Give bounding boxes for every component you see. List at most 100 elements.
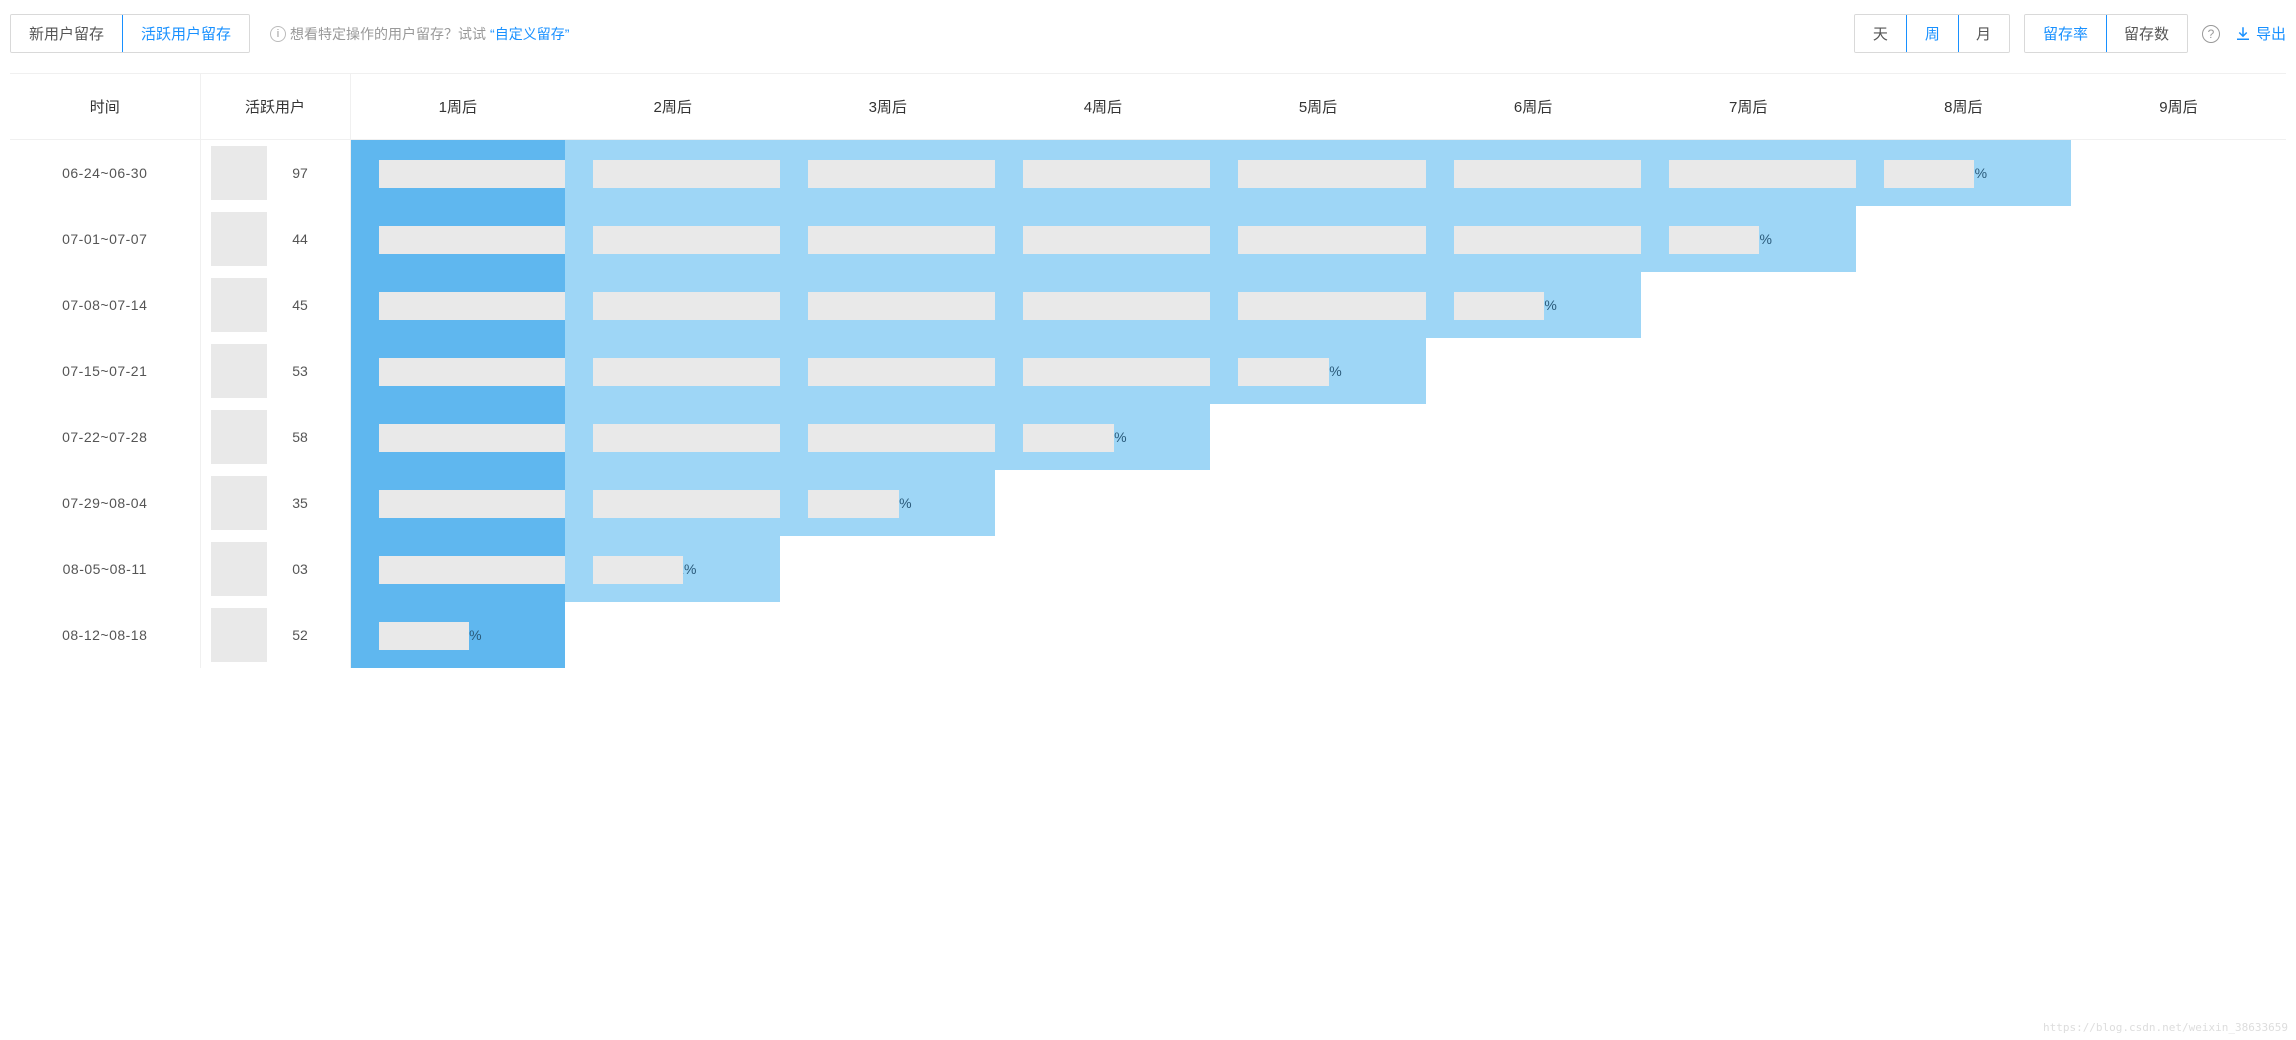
col-header-week-2: 2周后 (565, 74, 780, 140)
retention-cell: 57.61% (565, 536, 780, 602)
active-users-value: 97 (242, 165, 308, 181)
time-cell: 07-22~07-28 (10, 404, 200, 470)
redaction-mask (1669, 226, 1759, 254)
empty-cell (1856, 338, 2071, 404)
col-header-week-9: 9周后 (2071, 74, 2286, 140)
retention-cell: 47.31% (995, 206, 1210, 272)
redaction-mask (1023, 358, 1210, 386)
col-header-week-1: 1周后 (350, 74, 565, 140)
period-tab-2[interactable]: 月 (1958, 15, 2009, 52)
retention-cell: 60.58% (350, 338, 565, 404)
retention-cell: 54.97% (565, 206, 780, 272)
retention-cell: 64.56% (350, 140, 565, 206)
redaction-mask (1238, 226, 1425, 254)
col-header-week-5: 5周后 (1210, 74, 1425, 140)
active-users-value: 03 (242, 561, 308, 577)
retention-cell: 55.78% (780, 404, 995, 470)
metric-tab-0[interactable]: 留存率 (2024, 14, 2107, 53)
redaction-mask (379, 424, 566, 452)
col-header-week-8: 8周后 (1856, 74, 2071, 140)
redaction-mask (808, 358, 995, 386)
retention-cell: 46.25% (1210, 338, 1425, 404)
time-cell: 06-24~06-30 (10, 140, 200, 206)
help-icon[interactable]: ? (2202, 25, 2220, 43)
redaction-mask (1884, 160, 1974, 188)
table-row: 06-24~06-309764.56%57.68%53.08%47.2%46.2… (10, 140, 2286, 206)
empty-cell (1426, 470, 1641, 536)
retention-cell: 51.81% (780, 470, 995, 536)
empty-cell (1641, 404, 1856, 470)
redaction-mask (593, 226, 780, 254)
metric-tab-1[interactable]: 留存数 (2106, 15, 2187, 52)
active-users-value: 53 (242, 363, 308, 379)
retention-type-tab-0[interactable]: 新用户留存 (11, 15, 123, 52)
period-tab-0[interactable]: 天 (1855, 15, 1907, 52)
active-users-value: 52 (242, 627, 308, 643)
retention-cell: 45.97% (995, 338, 1210, 404)
retention-cell: 49.74% (780, 338, 995, 404)
redaction-mask (1023, 226, 1210, 254)
empty-cell (1426, 602, 1641, 668)
retention-cell: 57.68% (565, 140, 780, 206)
active-users-cell: 97 (200, 140, 350, 206)
retention-type-tab-1[interactable]: 活跃用户留存 (122, 14, 250, 53)
retention-cell: 58.97% (565, 404, 780, 470)
custom-retention-link[interactable]: “自定义留存” (490, 24, 569, 44)
table-header-row: 时间活跃用户1周后2周后3周后4周后5周后6周后7周后8周后9周后 (10, 74, 2286, 140)
period-tabs: 天周月 (1854, 14, 2010, 53)
retention-cell: 44.33% (1426, 140, 1641, 206)
empty-cell (1426, 338, 1641, 404)
empty-cell (1210, 602, 1425, 668)
toolbar: 新用户留存活跃用户留存 i 想看特定操作的用户留存？试试 “自定义留存” 天周月… (10, 10, 2286, 73)
redaction-mask (1238, 292, 1425, 320)
empty-cell (2071, 404, 2286, 470)
time-cell: 08-05~08-11 (10, 536, 200, 602)
redaction-mask (379, 160, 566, 188)
active-users-value: 45 (242, 297, 308, 313)
retention-cell: 65.05% (350, 404, 565, 470)
empty-cell (1856, 206, 2071, 272)
active-users-cell: 53 (200, 338, 350, 404)
redaction-mask (593, 160, 780, 188)
table-row: 07-22~07-285865.05%58.97%55.78%54.41% (10, 404, 2286, 470)
retention-cell: 59.84% (350, 602, 565, 668)
redaction-mask (808, 292, 995, 320)
redaction-mask (1023, 424, 1113, 452)
time-cell: 07-15~07-21 (10, 338, 200, 404)
retention-table: 时间活跃用户1周后2周后3周后4周后5周后6周后7周后8周后9周后 06-24~… (10, 74, 2286, 668)
empty-cell (1856, 470, 2071, 536)
retention-cell: 42.47% (1641, 140, 1856, 206)
export-icon (2234, 25, 2252, 43)
period-tab-1[interactable]: 周 (1906, 14, 1959, 53)
retention-cell: 42.32% (1856, 140, 2071, 206)
redaction-mask (1454, 226, 1641, 254)
empty-cell (995, 536, 1210, 602)
retention-cell: 54.41% (995, 404, 1210, 470)
empty-cell (1210, 470, 1425, 536)
retention-cell: 59.72% (350, 470, 565, 536)
active-users-cell: 03 (200, 536, 350, 602)
empty-cell (2071, 536, 2286, 602)
empty-cell (780, 602, 995, 668)
empty-cell (995, 470, 1210, 536)
redaction-mask (808, 160, 995, 188)
empty-cell (1210, 536, 1425, 602)
redaction-mask (1238, 358, 1328, 386)
export-button[interactable]: 导出 (2234, 23, 2286, 44)
empty-cell (1426, 404, 1641, 470)
retention-cell: 53.08% (780, 140, 995, 206)
hint-prefix: 想看特定操作的用户留存？试试 (290, 24, 486, 44)
retention-cell: 61.97% (350, 272, 565, 338)
time-cell: 07-01~07-07 (10, 206, 200, 272)
redaction-mask (593, 556, 683, 584)
empty-cell (1641, 536, 1856, 602)
metric-tabs: 留存率留存数 (2024, 14, 2188, 53)
redaction-mask (1238, 160, 1425, 188)
redaction-mask (593, 292, 780, 320)
right-controls: 天周月 留存率留存数 ? 导出 (1854, 14, 2286, 53)
empty-cell (1210, 404, 1425, 470)
retention-cell: 63.87% (350, 536, 565, 602)
retention-cell: 45.27% (1426, 272, 1641, 338)
active-users-value: 35 (242, 495, 308, 511)
info-icon: i (270, 26, 286, 42)
